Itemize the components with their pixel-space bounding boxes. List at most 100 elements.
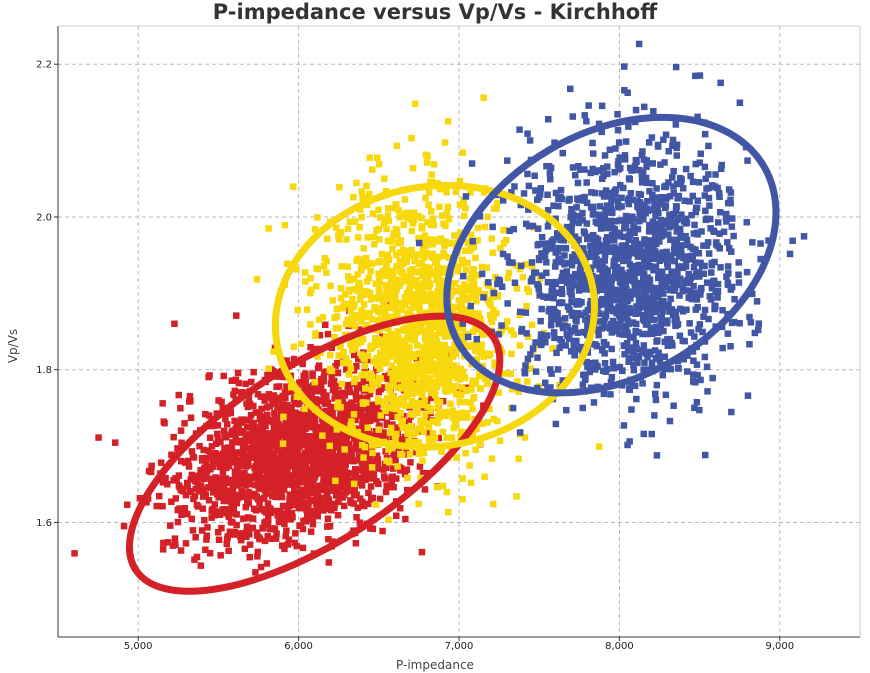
data-point — [265, 365, 272, 372]
data-point — [273, 455, 280, 463]
data-point — [171, 320, 178, 327]
data-point — [655, 233, 662, 240]
data-point — [440, 347, 448, 355]
data-point — [252, 481, 259, 489]
data-point — [276, 471, 283, 479]
data-point — [340, 304, 347, 312]
data-point — [361, 502, 368, 510]
data-point — [345, 273, 352, 280]
data-point — [749, 290, 756, 298]
data-point — [421, 236, 429, 244]
data-point — [437, 291, 445, 298]
data-point — [267, 486, 274, 493]
data-point — [705, 142, 712, 150]
data-point — [356, 408, 363, 416]
data-point — [344, 454, 352, 462]
data-point — [574, 329, 582, 336]
data-point — [264, 460, 271, 467]
data-point — [489, 500, 497, 508]
data-point — [708, 269, 715, 276]
data-point — [364, 234, 372, 241]
data-point — [324, 235, 331, 242]
data-point — [366, 154, 373, 161]
data-point — [283, 383, 290, 390]
data-point — [328, 379, 335, 387]
data-point — [253, 276, 261, 283]
data-point — [436, 302, 443, 310]
data-point — [586, 301, 594, 309]
data-point — [338, 460, 346, 468]
data-point — [372, 414, 379, 422]
data-point — [458, 428, 465, 435]
data-point — [324, 423, 331, 430]
data-point — [594, 236, 602, 243]
data-point — [223, 540, 230, 547]
data-point — [694, 113, 701, 121]
data-point — [731, 296, 738, 303]
data-point — [124, 501, 131, 508]
data-point — [620, 233, 627, 241]
data-point — [215, 456, 222, 464]
data-point — [360, 261, 368, 268]
data-point — [214, 489, 221, 496]
data-point — [431, 297, 438, 305]
data-point — [407, 459, 414, 466]
data-point — [630, 362, 637, 369]
data-point — [433, 323, 441, 330]
data-point — [270, 433, 278, 440]
data-point — [389, 377, 396, 384]
data-point — [363, 278, 371, 285]
data-point — [256, 485, 263, 492]
data-point — [630, 366, 638, 374]
data-point — [376, 327, 383, 334]
data-point — [350, 193, 357, 201]
data-point — [260, 525, 267, 532]
data-point — [482, 375, 489, 383]
data-point — [418, 390, 426, 397]
data-point — [244, 424, 251, 431]
data-point — [729, 215, 736, 222]
data-point — [293, 451, 300, 459]
data-point — [402, 515, 409, 523]
data-point — [639, 330, 646, 338]
data-point — [398, 420, 405, 428]
data-point — [480, 331, 487, 338]
data-point — [584, 363, 591, 370]
data-point — [728, 408, 735, 416]
data-point — [289, 183, 297, 190]
data-point — [655, 329, 662, 336]
data-point — [667, 216, 675, 223]
data-point — [304, 445, 311, 452]
data-point — [378, 250, 386, 258]
data-point — [552, 280, 560, 288]
data-point — [345, 277, 353, 284]
data-point — [360, 454, 367, 461]
data-point — [298, 470, 305, 478]
data-point — [270, 395, 277, 402]
data-point — [645, 228, 653, 235]
data-point — [433, 236, 440, 243]
data-point — [396, 361, 404, 368]
data-point — [644, 256, 651, 264]
data-point — [390, 450, 397, 457]
data-point — [676, 292, 683, 299]
data-point — [628, 263, 636, 270]
data-point — [575, 271, 583, 278]
data-point — [337, 284, 345, 292]
data-point — [196, 487, 204, 495]
data-point — [300, 372, 307, 380]
data-point — [393, 356, 401, 363]
data-point — [384, 205, 392, 212]
data-point — [687, 288, 694, 295]
data-point — [624, 89, 631, 96]
data-point — [197, 482, 205, 489]
data-point — [250, 368, 257, 376]
data-point — [225, 462, 233, 470]
data-point — [362, 471, 370, 478]
data-point — [312, 396, 319, 403]
data-point — [189, 453, 197, 460]
data-point — [518, 328, 525, 335]
data-point — [443, 434, 450, 441]
data-point — [410, 301, 417, 308]
data-point — [554, 366, 562, 373]
